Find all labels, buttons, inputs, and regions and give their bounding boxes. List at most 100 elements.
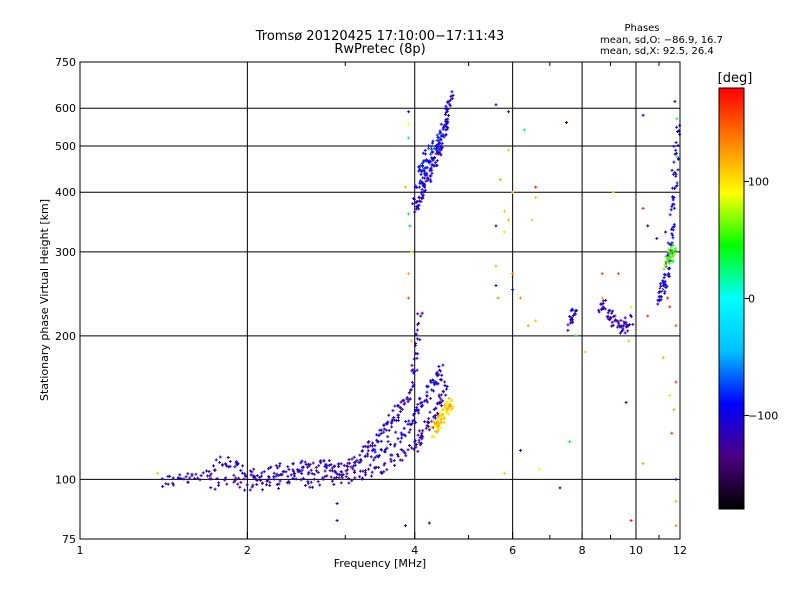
data-point	[437, 422, 441, 426]
data-point	[407, 272, 411, 276]
data-point	[404, 524, 408, 528]
data-point	[570, 307, 574, 311]
data-point	[407, 430, 411, 434]
x-tick-label: 8	[579, 544, 586, 557]
data-point	[249, 473, 253, 477]
data-point	[568, 318, 572, 322]
data-point	[668, 266, 672, 270]
data-point	[315, 469, 319, 473]
data-point	[241, 464, 245, 468]
data-point	[370, 470, 374, 474]
data-point	[337, 476, 341, 480]
data-point	[502, 471, 506, 475]
data-point	[166, 482, 170, 486]
data-point	[367, 467, 371, 471]
data-point	[349, 465, 353, 469]
data-point	[415, 356, 419, 360]
data-point	[237, 476, 241, 480]
data-point	[382, 430, 386, 434]
data-point	[429, 174, 433, 178]
data-point	[361, 445, 365, 449]
data-point	[323, 464, 327, 468]
data-point	[400, 407, 404, 411]
data-point	[449, 408, 453, 412]
data-point	[161, 484, 165, 488]
data-point	[629, 305, 633, 309]
data-point	[676, 130, 680, 134]
data-point	[417, 408, 421, 412]
data-point	[399, 400, 403, 404]
data-point	[417, 438, 421, 442]
data-point	[390, 418, 394, 422]
data-point	[291, 469, 295, 473]
data-point	[420, 195, 424, 199]
data-point	[418, 199, 422, 203]
data-point	[664, 273, 668, 277]
data-point	[254, 477, 258, 481]
x-axis-label: Frequency [MHz]	[334, 557, 426, 570]
data-point	[423, 176, 427, 180]
data-point	[416, 322, 420, 326]
data-point	[223, 478, 227, 482]
x-tick-label: 2	[244, 544, 251, 557]
data-point	[412, 447, 416, 451]
data-point	[494, 224, 498, 228]
data-point	[433, 413, 437, 417]
data-point	[194, 472, 198, 476]
data-point	[421, 182, 425, 186]
data-point	[445, 410, 449, 414]
data-point	[264, 483, 268, 487]
data-point	[426, 425, 430, 429]
data-point	[435, 133, 439, 137]
data-point	[664, 254, 668, 258]
data-point	[341, 472, 345, 476]
data-point	[379, 428, 383, 432]
data-point	[431, 389, 435, 393]
data-point	[407, 122, 411, 126]
data-point	[337, 462, 341, 466]
data-point	[445, 400, 449, 404]
data-point	[325, 474, 329, 478]
data-point	[602, 306, 606, 310]
data-point	[301, 476, 305, 480]
y-tick-label: 500	[55, 140, 76, 153]
data-point	[293, 474, 297, 478]
data-point	[433, 160, 437, 164]
data-point	[671, 236, 675, 240]
data-point	[248, 488, 252, 492]
data-point	[272, 471, 276, 475]
data-point	[308, 485, 312, 489]
data-point	[225, 482, 229, 486]
colorbar-label: [deg]	[718, 71, 753, 86]
data-point	[399, 448, 403, 452]
data-point	[667, 247, 671, 251]
data-point	[447, 102, 451, 106]
data-point	[279, 473, 283, 477]
data-point	[668, 242, 672, 246]
data-point	[213, 487, 217, 491]
data-point	[392, 459, 396, 463]
data-point	[436, 411, 440, 415]
data-point	[171, 476, 175, 480]
data-point	[446, 126, 450, 130]
data-point	[188, 476, 192, 480]
data-point	[317, 464, 321, 468]
data-point	[358, 475, 362, 479]
data-point	[668, 393, 672, 397]
data-point	[316, 470, 320, 474]
data-point	[374, 465, 378, 469]
data-point	[410, 339, 414, 343]
data-point	[201, 471, 205, 475]
data-point	[396, 413, 400, 417]
data-point	[335, 519, 339, 523]
data-point	[375, 454, 379, 458]
data-point	[418, 164, 422, 168]
data-point	[432, 381, 436, 385]
data-point	[530, 218, 534, 222]
data-point	[659, 288, 663, 292]
data-point	[196, 476, 200, 480]
data-point	[251, 483, 255, 487]
data-point	[418, 396, 422, 400]
data-point	[420, 431, 424, 435]
data-point	[407, 212, 411, 216]
